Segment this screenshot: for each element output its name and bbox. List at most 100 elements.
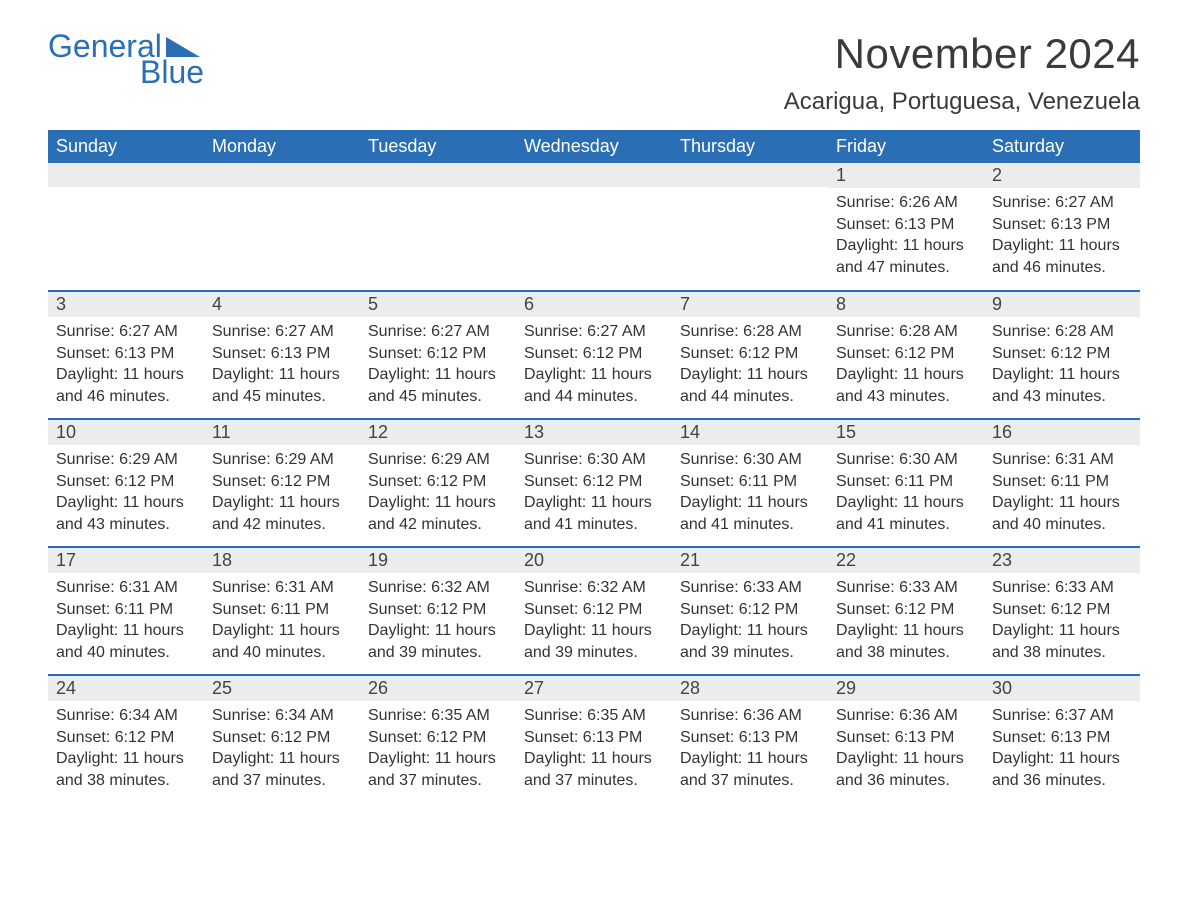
sunset-text: Sunset: 6:12 PM <box>836 343 976 365</box>
day-number <box>516 163 672 187</box>
sunrise-text: Sunrise: 6:26 AM <box>836 192 976 214</box>
cell-content: Sunrise: 6:29 AMSunset: 6:12 PMDaylight:… <box>360 445 516 539</box>
sunrise-text: Sunrise: 6:27 AM <box>524 321 664 343</box>
calendar-cell <box>516 163 672 291</box>
calendar-cell: 8Sunrise: 6:28 AMSunset: 6:12 PMDaylight… <box>828 291 984 419</box>
day-number: 30 <box>984 676 1140 701</box>
calendar-cell: 10Sunrise: 6:29 AMSunset: 6:12 PMDayligh… <box>48 419 204 547</box>
calendar-cell: 9Sunrise: 6:28 AMSunset: 6:12 PMDaylight… <box>984 291 1140 419</box>
day-header: Thursday <box>672 130 828 163</box>
cell-content: Sunrise: 6:36 AMSunset: 6:13 PMDaylight:… <box>828 701 984 795</box>
sunrise-text: Sunrise: 6:37 AM <box>992 705 1132 727</box>
calendar-cell: 24Sunrise: 6:34 AMSunset: 6:12 PMDayligh… <box>48 675 204 803</box>
daylight-text: Daylight: 11 hours and 42 minutes. <box>368 492 508 535</box>
location-label: Acarigua, Portuguesa, Venezuela <box>784 88 1140 116</box>
calendar-cell: 14Sunrise: 6:30 AMSunset: 6:11 PMDayligh… <box>672 419 828 547</box>
day-header: Saturday <box>984 130 1140 163</box>
cell-content: Sunrise: 6:27 AMSunset: 6:12 PMDaylight:… <box>516 317 672 411</box>
sunset-text: Sunset: 6:11 PM <box>212 599 352 621</box>
day-number: 14 <box>672 420 828 445</box>
sunset-text: Sunset: 6:12 PM <box>524 471 664 493</box>
cell-content: Sunrise: 6:27 AMSunset: 6:13 PMDaylight:… <box>204 317 360 411</box>
sunset-text: Sunset: 6:13 PM <box>56 343 196 365</box>
sunset-text: Sunset: 6:13 PM <box>524 727 664 749</box>
day-number: 9 <box>984 292 1140 317</box>
sunrise-text: Sunrise: 6:28 AM <box>836 321 976 343</box>
calendar-week-row: 10Sunrise: 6:29 AMSunset: 6:12 PMDayligh… <box>48 419 1140 547</box>
daylight-text: Daylight: 11 hours and 38 minutes. <box>56 748 196 791</box>
daylight-text: Daylight: 11 hours and 40 minutes. <box>992 492 1132 535</box>
cell-content: Sunrise: 6:28 AMSunset: 6:12 PMDaylight:… <box>672 317 828 411</box>
cell-content: Sunrise: 6:31 AMSunset: 6:11 PMDaylight:… <box>204 573 360 667</box>
sunrise-text: Sunrise: 6:36 AM <box>680 705 820 727</box>
daylight-text: Daylight: 11 hours and 37 minutes. <box>368 748 508 791</box>
cell-content: Sunrise: 6:33 AMSunset: 6:12 PMDaylight:… <box>828 573 984 667</box>
sunset-text: Sunset: 6:12 PM <box>56 471 196 493</box>
calendar-cell: 13Sunrise: 6:30 AMSunset: 6:12 PMDayligh… <box>516 419 672 547</box>
sunrise-text: Sunrise: 6:30 AM <box>836 449 976 471</box>
daylight-text: Daylight: 11 hours and 47 minutes. <box>836 235 976 278</box>
sunrise-text: Sunrise: 6:32 AM <box>524 577 664 599</box>
cell-content: Sunrise: 6:30 AMSunset: 6:12 PMDaylight:… <box>516 445 672 539</box>
daylight-text: Daylight: 11 hours and 37 minutes. <box>680 748 820 791</box>
cell-content: Sunrise: 6:35 AMSunset: 6:12 PMDaylight:… <box>360 701 516 795</box>
day-header: Sunday <box>48 130 204 163</box>
day-number: 16 <box>984 420 1140 445</box>
sunrise-text: Sunrise: 6:30 AM <box>680 449 820 471</box>
daylight-text: Daylight: 11 hours and 45 minutes. <box>212 364 352 407</box>
daylight-text: Daylight: 11 hours and 41 minutes. <box>524 492 664 535</box>
cell-content: Sunrise: 6:33 AMSunset: 6:12 PMDaylight:… <box>672 573 828 667</box>
day-header: Wednesday <box>516 130 672 163</box>
cell-content: Sunrise: 6:37 AMSunset: 6:13 PMDaylight:… <box>984 701 1140 795</box>
daylight-text: Daylight: 11 hours and 44 minutes. <box>524 364 664 407</box>
day-number: 25 <box>204 676 360 701</box>
daylight-text: Daylight: 11 hours and 40 minutes. <box>212 620 352 663</box>
calendar-cell <box>672 163 828 291</box>
calendar-cell: 15Sunrise: 6:30 AMSunset: 6:11 PMDayligh… <box>828 419 984 547</box>
sunrise-text: Sunrise: 6:31 AM <box>56 577 196 599</box>
cell-content: Sunrise: 6:36 AMSunset: 6:13 PMDaylight:… <box>672 701 828 795</box>
calendar-cell: 4Sunrise: 6:27 AMSunset: 6:13 PMDaylight… <box>204 291 360 419</box>
calendar-cell: 26Sunrise: 6:35 AMSunset: 6:12 PMDayligh… <box>360 675 516 803</box>
sunrise-text: Sunrise: 6:31 AM <box>992 449 1132 471</box>
day-number: 21 <box>672 548 828 573</box>
cell-content: Sunrise: 6:27 AMSunset: 6:12 PMDaylight:… <box>360 317 516 411</box>
day-number: 11 <box>204 420 360 445</box>
sunrise-text: Sunrise: 6:34 AM <box>56 705 196 727</box>
daylight-text: Daylight: 11 hours and 37 minutes. <box>212 748 352 791</box>
day-number: 22 <box>828 548 984 573</box>
day-number: 27 <box>516 676 672 701</box>
daylight-text: Daylight: 11 hours and 43 minutes. <box>56 492 196 535</box>
calendar-cell: 23Sunrise: 6:33 AMSunset: 6:12 PMDayligh… <box>984 547 1140 675</box>
calendar-cell: 7Sunrise: 6:28 AMSunset: 6:12 PMDaylight… <box>672 291 828 419</box>
calendar-cell: 22Sunrise: 6:33 AMSunset: 6:12 PMDayligh… <box>828 547 984 675</box>
sunrise-text: Sunrise: 6:27 AM <box>56 321 196 343</box>
sunset-text: Sunset: 6:12 PM <box>368 471 508 493</box>
calendar-week-row: 24Sunrise: 6:34 AMSunset: 6:12 PMDayligh… <box>48 675 1140 803</box>
day-number <box>360 163 516 187</box>
day-header: Monday <box>204 130 360 163</box>
calendar-cell: 2Sunrise: 6:27 AMSunset: 6:13 PMDaylight… <box>984 163 1140 291</box>
day-number: 8 <box>828 292 984 317</box>
sunrise-text: Sunrise: 6:34 AM <box>212 705 352 727</box>
sunset-text: Sunset: 6:12 PM <box>680 343 820 365</box>
daylight-text: Daylight: 11 hours and 38 minutes. <box>992 620 1132 663</box>
daylight-text: Daylight: 11 hours and 39 minutes. <box>368 620 508 663</box>
day-number: 29 <box>828 676 984 701</box>
sunset-text: Sunset: 6:12 PM <box>212 727 352 749</box>
day-header: Tuesday <box>360 130 516 163</box>
sunset-text: Sunset: 6:11 PM <box>56 599 196 621</box>
calendar-cell: 19Sunrise: 6:32 AMSunset: 6:12 PMDayligh… <box>360 547 516 675</box>
calendar-header-row: SundayMondayTuesdayWednesdayThursdayFrid… <box>48 130 1140 163</box>
sunset-text: Sunset: 6:12 PM <box>368 599 508 621</box>
calendar-cell: 18Sunrise: 6:31 AMSunset: 6:11 PMDayligh… <box>204 547 360 675</box>
day-number: 5 <box>360 292 516 317</box>
sunset-text: Sunset: 6:12 PM <box>524 343 664 365</box>
sunset-text: Sunset: 6:13 PM <box>992 214 1132 236</box>
sunrise-text: Sunrise: 6:31 AM <box>212 577 352 599</box>
cell-content: Sunrise: 6:33 AMSunset: 6:12 PMDaylight:… <box>984 573 1140 667</box>
calendar-cell: 11Sunrise: 6:29 AMSunset: 6:12 PMDayligh… <box>204 419 360 547</box>
sunset-text: Sunset: 6:13 PM <box>836 214 976 236</box>
day-number: 26 <box>360 676 516 701</box>
sunset-text: Sunset: 6:11 PM <box>836 471 976 493</box>
